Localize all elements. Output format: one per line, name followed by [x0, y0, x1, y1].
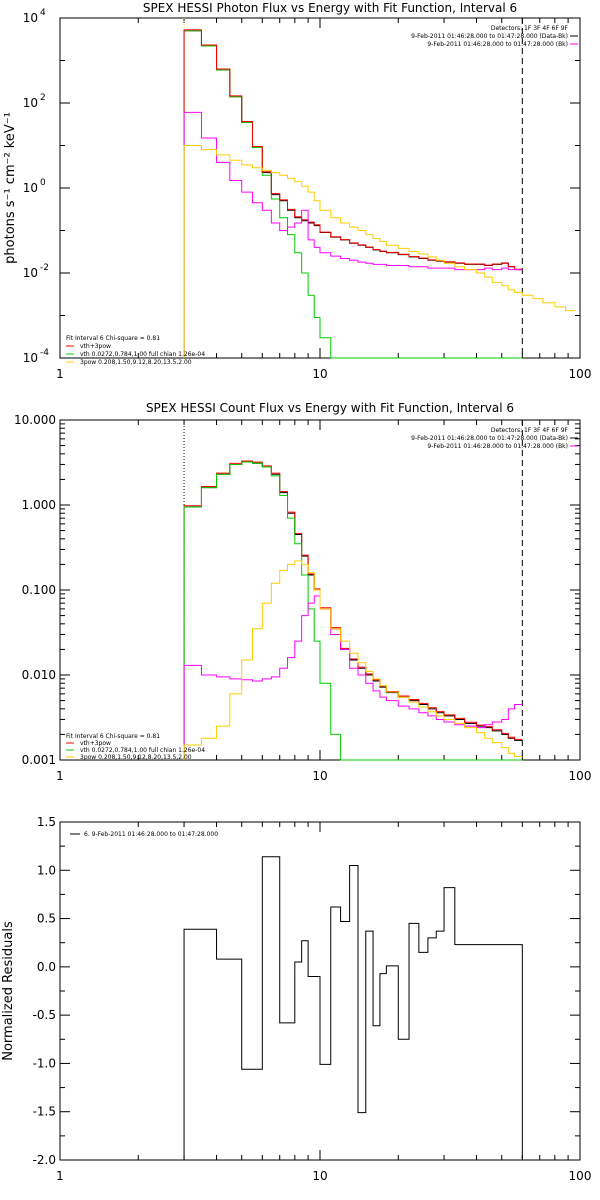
plot2-title: SPEX HESSI Count Flux vs Energy with Fit…	[146, 401, 514, 415]
plot1-ytick-label: 10	[23, 351, 38, 365]
plot1-data-line	[183, 30, 523, 358]
plot1-ytick-exp: 4	[40, 8, 46, 18]
plot3-ytick-label: 0.0	[37, 960, 56, 974]
plot1-ytick-label: 10	[23, 96, 38, 110]
plot2-legend-right-text: 9-Feb-2011 01:46:28.000 to 01:47:28.000 …	[427, 443, 568, 450]
plot1-legend-left-text: 3pow 0.208,1.50,9.12,8.20,13.5,2.00	[80, 359, 192, 366]
plot1-xtick-label: 100	[569, 367, 592, 381]
plot2-background-line	[183, 595, 523, 760]
plot1-ytick-exp: 0	[40, 178, 46, 188]
plot3-ytick-label: 1.5	[37, 815, 56, 829]
plot3-ytick-label: -1.0	[33, 1056, 56, 1070]
plot1-legend-right-text: 9-Feb-2011 01:46:28.000 to 01:47:28.000 …	[427, 41, 568, 48]
plot3-ytick-label: 0.5	[37, 912, 56, 926]
plot2-xtick-label: 100	[569, 769, 592, 783]
plot2-legend-left-text: Fit Interval 6 Chi-square = 0.81	[66, 733, 160, 740]
plot2-pow-line	[183, 560, 523, 760]
plot1-legend-left-text: vth+3pow	[80, 343, 111, 350]
plot3-residual-line	[183, 856, 523, 1160]
plot1-vth-line	[183, 30, 523, 359]
plot2-legend-left-text: 3pow 0.208,1.50,9.12,8.20,13.5,2.00	[80, 754, 192, 761]
plot3-ylabel: Normalized Residuals	[1, 921, 16, 1061]
plot2-ytick-label: 0.100	[22, 583, 56, 597]
plot1-ytick-exp: -4	[40, 348, 49, 358]
plot3-xtick-label: 100	[569, 1169, 592, 1183]
plot2-xtick-label: 10	[312, 769, 327, 783]
plot2-legend-left-text: vth+3pow	[80, 740, 111, 747]
plot2-ytick-label: 0.001	[22, 753, 56, 767]
plot1-ytick-exp: -2	[40, 263, 49, 273]
plot1-fit-line	[183, 29, 523, 358]
plot2-legend-left-text: vth 0.0272,0.784,1.00 full chian 1.26e-0…	[80, 747, 205, 754]
plot3-ytick-label: -0.5	[33, 1008, 56, 1022]
plot2-ytick-label: 1.000	[22, 498, 56, 512]
plot1-pow-line	[183, 145, 576, 358]
plot3-legend-text: 6. 9-Feb-2011 01:46:28.000 to 01:47:28.0…	[84, 831, 218, 838]
plot2-ytick-label: 0.010	[22, 668, 56, 682]
plot2-vth-line	[183, 461, 523, 761]
plot1-legend-left-text: Fit Interval 6 Chi-square = 0.81	[66, 335, 160, 342]
plot2-legend-right-text: 9-Feb-2011 01:46:28.000 to 01:47:28.000 …	[411, 435, 568, 442]
plot1-ylabel: photons s⁻¹ cm⁻² keV⁻¹	[3, 112, 18, 264]
plot1-legend-left-text: vth 0.0272,0.784,1.00 full chian 1.26e-0…	[80, 351, 205, 358]
plot1-background-line	[183, 111, 523, 358]
plot1-title: SPEX HESSI Photon Flux vs Energy with Fi…	[143, 1, 517, 15]
plot1-ytick-label: 10	[23, 266, 38, 280]
plot3-ytick-label: -1.5	[33, 1105, 56, 1119]
plot2-legend-right-text: Detectors: 1F 3F 4F 6F 9F	[491, 427, 569, 434]
plot1-xtick-label: 10	[312, 367, 327, 381]
plot1-legend-right-text: Detectors: 1F 3F 4F 6F 9F	[491, 25, 569, 32]
plot2-xtick-label: 1	[56, 769, 64, 783]
plot1-ytick-label: 10	[23, 181, 38, 195]
plot2-ytick-label: 10.000	[14, 413, 56, 427]
plot2-data-line	[183, 461, 523, 760]
plot3-ytick-label: 1.0	[37, 863, 56, 877]
plot3-xtick-label: 10	[312, 1169, 327, 1183]
plot1-ytick-exp: 2	[40, 93, 46, 103]
plot1-ytick-label: 10	[23, 11, 38, 25]
plot2-fit-line	[183, 460, 523, 760]
plot3-ytick-label: -2.0	[33, 1153, 56, 1167]
plot1-frame	[59, 17, 581, 359]
plot1-xtick-label: 1	[56, 367, 64, 381]
plot3-xtick-label: 1	[56, 1169, 64, 1183]
plot1-legend-right-text: 9-Feb-2011 01:46:28.000 to 01:47:28.000 …	[411, 33, 568, 40]
